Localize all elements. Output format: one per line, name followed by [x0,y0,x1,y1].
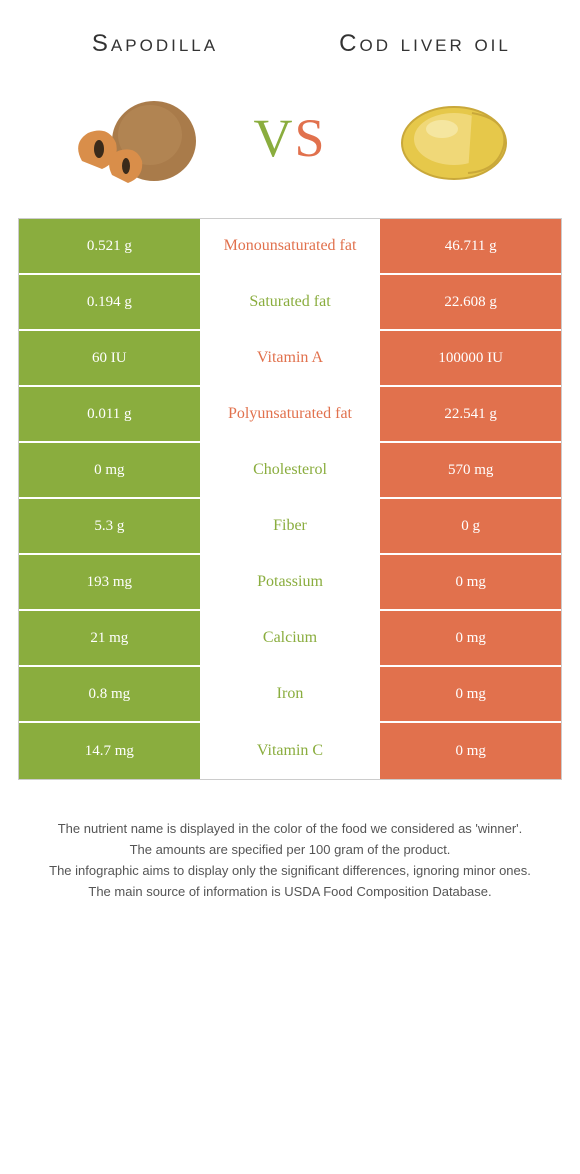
table-row: 0.8 mgIron0 mg [19,667,561,723]
left-value-cell: 0.8 mg [19,667,200,723]
right-value-cell: 46.711 g [380,219,561,275]
right-value-cell: 0 mg [380,667,561,723]
table-row: 0.011 gPolyunsaturated fat22.541 g [19,387,561,443]
table-row: 193 mgPotassium0 mg [19,555,561,611]
nutrient-label-cell: Potassium [200,555,381,611]
left-value-cell: 0 mg [19,443,200,499]
table-row: 21 mgCalcium0 mg [19,611,561,667]
table-row: 60 IUVitamin A100000 IU [19,331,561,387]
right-value-cell: 100000 IU [380,331,561,387]
right-value-cell: 0 mg [380,723,561,779]
right-value-cell: 0 g [380,499,561,555]
right-value-cell: 22.608 g [380,275,561,331]
left-value-cell: 14.7 mg [19,723,200,779]
nutrient-label-cell: Iron [200,667,381,723]
footnote-line: The amounts are specified per 100 gram o… [30,841,550,860]
food-image-sapodilla [54,83,204,193]
nutrition-table: 0.521 gMonounsaturated fat46.711 g0.194 … [18,218,562,780]
nutrient-label-cell: Calcium [200,611,381,667]
vs-letter-s: S [294,108,326,168]
vs-label: VS [253,107,326,169]
nutrient-label-cell: Saturated fat [200,275,381,331]
food-title-left: Sapodilla [34,30,277,58]
nutrient-label-cell: Vitamin C [200,723,381,779]
footnote-line: The infographic aims to display only the… [30,862,550,881]
right-value-cell: 0 mg [380,555,561,611]
footnote-line: The nutrient name is displayed in the co… [30,820,550,839]
footnote-line: The main source of information is USDA F… [30,883,550,902]
footnotes: The nutrient name is displayed in the co… [0,780,580,901]
table-row: 0 mgCholesterol570 mg [19,443,561,499]
food-title-right: Cod liver oil [304,30,547,58]
left-value-cell: 21 mg [19,611,200,667]
table-row: 0.521 gMonounsaturated fat46.711 g [19,219,561,275]
right-value-cell: 22.541 g [380,387,561,443]
right-value-cell: 570 mg [380,443,561,499]
table-row: 0.194 gSaturated fat22.608 g [19,275,561,331]
vs-letter-v: V [253,108,294,168]
header: Sapodilla Cod liver oil [0,0,580,68]
vs-row: VS [0,68,580,218]
left-value-cell: 0.194 g [19,275,200,331]
nutrient-label-cell: Monounsaturated fat [200,219,381,275]
food-image-cod-liver-oil [376,83,526,193]
left-value-cell: 0.521 g [19,219,200,275]
nutrient-label-cell: Polyunsaturated fat [200,387,381,443]
nutrient-label-cell: Cholesterol [200,443,381,499]
left-value-cell: 60 IU [19,331,200,387]
right-value-cell: 0 mg [380,611,561,667]
table-row: 14.7 mgVitamin C0 mg [19,723,561,779]
left-value-cell: 193 mg [19,555,200,611]
nutrient-label-cell: Vitamin A [200,331,381,387]
left-value-cell: 5.3 g [19,499,200,555]
left-value-cell: 0.011 g [19,387,200,443]
nutrient-label-cell: Fiber [200,499,381,555]
table-row: 5.3 gFiber0 g [19,499,561,555]
